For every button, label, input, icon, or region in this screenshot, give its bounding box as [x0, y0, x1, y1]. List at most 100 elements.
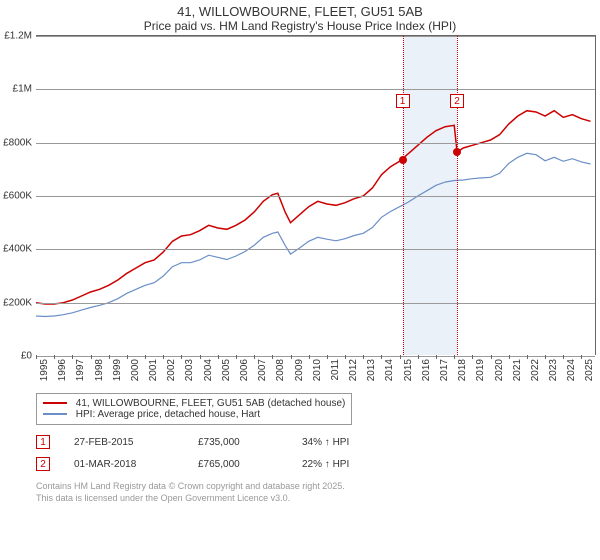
y-tick-label: £1M: [13, 84, 32, 95]
legend-swatch-2: [43, 413, 67, 415]
sale-row: 2 01-MAR-2018 £765,000 22% ↑ HPI: [36, 453, 596, 475]
attribution-line-1: Contains HM Land Registry data © Crown c…: [36, 481, 596, 493]
marker-vline-1: [403, 36, 404, 355]
sale-row: 1 27-FEB-2015 £735,000 34% ↑ HPI: [36, 431, 596, 453]
sale-badge: 1: [36, 435, 50, 449]
x-tick-label: 2011: [330, 359, 341, 381]
grid-line: [36, 303, 595, 304]
y-tick-label: £800K: [3, 137, 32, 148]
sale-price: £765,000: [198, 459, 278, 470]
series-line-price_paid: [36, 111, 591, 304]
x-tick-label: 2001: [148, 359, 159, 381]
marker-dot-1: [399, 156, 407, 164]
x-tick-mark: [272, 355, 273, 359]
x-tick-label: 2003: [184, 359, 195, 381]
x-tick-mark: [145, 355, 146, 359]
legend-row-1: 41, WILLOWBOURNE, FLEET, GU51 5AB (detac…: [43, 398, 345, 409]
sale-date: 27-FEB-2015: [74, 437, 174, 448]
title-address: 41, WILLOWBOURNE, FLEET, GU51 5AB: [0, 4, 600, 19]
x-tick-label: 2002: [166, 359, 177, 381]
x-tick-mark: [309, 355, 310, 359]
legend-footer: 41, WILLOWBOURNE, FLEET, GU51 5AB (detac…: [36, 393, 596, 504]
marker-vline-2: [457, 36, 458, 355]
x-tick-label: 2018: [457, 359, 468, 381]
x-tick-mark: [491, 355, 492, 359]
grid-line: [36, 89, 595, 90]
grid-line: [36, 143, 595, 144]
title-subtitle: Price paid vs. HM Land Registry's House …: [0, 19, 600, 33]
x-tick-label: 2025: [584, 359, 595, 381]
x-tick-mark: [109, 355, 110, 359]
marker-label-2: 2: [450, 94, 464, 108]
x-tick-label: 2004: [203, 359, 214, 381]
x-tick-label: 2016: [421, 359, 432, 381]
x-tick-label: 2015: [403, 359, 414, 381]
x-tick-mark: [181, 355, 182, 359]
x-tick-mark: [54, 355, 55, 359]
x-tick-mark: [363, 355, 364, 359]
x-tick-mark: [509, 355, 510, 359]
grid-line: [36, 196, 595, 197]
x-tick-label: 1997: [75, 359, 86, 381]
x-tick-mark: [454, 355, 455, 359]
x-tick-mark: [345, 355, 346, 359]
x-tick-mark: [36, 355, 37, 359]
x-tick-mark: [200, 355, 201, 359]
x-tick-label: 2007: [257, 359, 268, 381]
x-tick-mark: [472, 355, 473, 359]
y-tick-label: £0: [21, 351, 32, 362]
x-tick-label: 2005: [221, 359, 232, 381]
x-tick-label: 2009: [294, 359, 305, 381]
chart-container: 41, WILLOWBOURNE, FLEET, GU51 5AB Price …: [0, 0, 600, 560]
chart-area: £0£200K£400K£600K£800K£1M£1.2M12 1995199…: [36, 35, 596, 389]
x-tick-label: 2008: [275, 359, 286, 381]
y-tick-label: £400K: [3, 244, 32, 255]
x-tick-label: 1998: [94, 359, 105, 381]
attribution-line-2: This data is licensed under the Open Gov…: [36, 493, 596, 505]
y-tick-label: £1.2M: [4, 31, 32, 42]
x-tick-mark: [381, 355, 382, 359]
x-tick-label: 2012: [348, 359, 359, 381]
grid-line: [36, 249, 595, 250]
x-tick-mark: [91, 355, 92, 359]
x-tick-mark: [581, 355, 582, 359]
x-tick-label: 2024: [566, 359, 577, 381]
sale-pct: 22% ↑ HPI: [302, 459, 382, 470]
x-tick-mark: [236, 355, 237, 359]
x-tick-label: 2023: [548, 359, 559, 381]
legend-label-2: HPI: Average price, detached house, Hart: [76, 409, 260, 420]
x-tick-mark: [163, 355, 164, 359]
x-tick-label: 1999: [112, 359, 123, 381]
x-tick-mark: [400, 355, 401, 359]
x-tick-label: 1995: [39, 359, 50, 381]
x-tick-label: 1996: [57, 359, 68, 381]
x-tick-label: 2006: [239, 359, 250, 381]
x-tick-label: 2014: [384, 359, 395, 381]
x-tick-mark: [563, 355, 564, 359]
x-tick-mark: [436, 355, 437, 359]
x-tick-label: 2020: [494, 359, 505, 381]
x-tick-mark: [527, 355, 528, 359]
sale-price: £735,000: [198, 437, 278, 448]
x-tick-mark: [327, 355, 328, 359]
sale-badge: 2: [36, 457, 50, 471]
x-axis-ticks: 1995 1996 1997 1998 1999 2000 2001 2002 2003 2004…: [36, 355, 596, 389]
x-tick-label: 2000: [130, 359, 141, 381]
x-tick-mark: [418, 355, 419, 359]
x-tick-label: 2022: [530, 359, 541, 381]
x-tick-mark: [127, 355, 128, 359]
marker-dot-2: [453, 148, 461, 156]
x-tick-label: 2010: [312, 359, 323, 381]
title-block: 41, WILLOWBOURNE, FLEET, GU51 5AB Price …: [0, 0, 600, 35]
y-tick-label: £600K: [3, 191, 32, 202]
x-tick-label: 2021: [512, 359, 523, 381]
marker-label-1: 1: [396, 94, 410, 108]
series-line-hpi: [36, 153, 591, 316]
sale-pct: 34% ↑ HPI: [302, 437, 382, 448]
x-tick-label: 2019: [475, 359, 486, 381]
legend-row-2: HPI: Average price, detached house, Hart: [43, 409, 345, 420]
y-tick-label: £200K: [3, 297, 32, 308]
sale-date: 01-MAR-2018: [74, 459, 174, 470]
sales-table: 1 27-FEB-2015 £735,000 34% ↑ HPI 2 01-MA…: [36, 431, 596, 475]
x-tick-mark: [545, 355, 546, 359]
